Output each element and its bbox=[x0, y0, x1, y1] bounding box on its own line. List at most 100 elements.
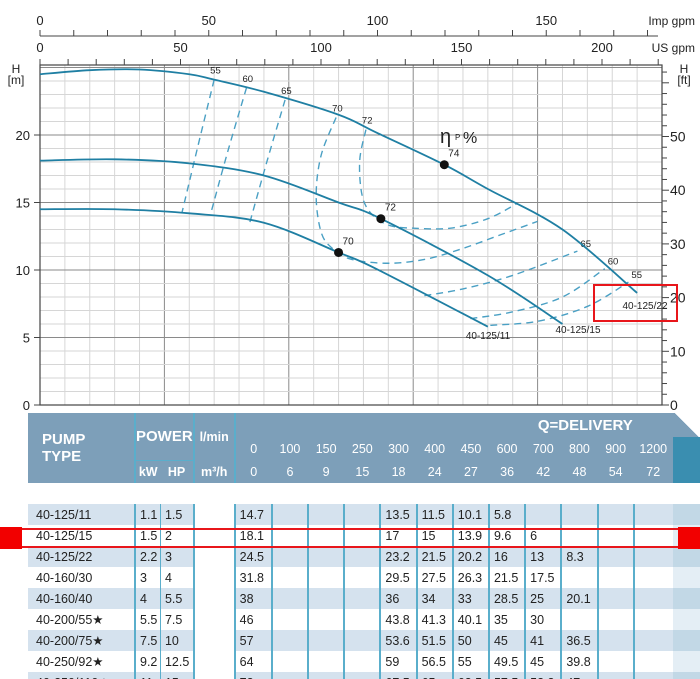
pump-type-cell: 40-250/92★ bbox=[36, 655, 104, 669]
us-gpm-tick-label: 150 bbox=[451, 40, 473, 55]
head-cell: 39.8 bbox=[560, 651, 598, 672]
hp-cell: 4 bbox=[159, 567, 194, 588]
power-header: POWER bbox=[134, 413, 194, 460]
head-cell bbox=[343, 546, 381, 567]
best-efficiency-point bbox=[376, 214, 386, 224]
head-cell bbox=[632, 651, 673, 672]
head-cell bbox=[270, 630, 309, 651]
pump-type-cell: 40-125/15 bbox=[36, 528, 93, 543]
lmin-cell bbox=[192, 630, 235, 651]
head-cell: 41 bbox=[524, 630, 562, 651]
head-cell: 16 bbox=[487, 546, 526, 567]
head-cell: 52.2 bbox=[524, 672, 562, 679]
best-efficiency-label: 74 bbox=[448, 149, 460, 160]
head-cell bbox=[343, 609, 381, 630]
head-cell: 72 bbox=[233, 672, 272, 679]
flow-lmin-header: 400 bbox=[416, 437, 453, 460]
head-cell: 57 bbox=[233, 630, 272, 651]
us-gpm-tick-label: 0 bbox=[36, 40, 43, 55]
kw-cell: 1.1 bbox=[133, 504, 161, 525]
imp-gpm-tick-label: 100 bbox=[367, 13, 389, 28]
hp-cell: 7.5 bbox=[159, 609, 194, 630]
left-tick-label: 10 bbox=[16, 263, 30, 278]
imp-gpm-tick-label: 150 bbox=[535, 13, 557, 28]
right-tick-label: 50 bbox=[670, 129, 686, 145]
head-cell bbox=[596, 546, 634, 567]
head-cell bbox=[343, 525, 381, 546]
head-cell bbox=[596, 651, 634, 672]
head-cell bbox=[270, 567, 309, 588]
kw-cell: 7.5 bbox=[133, 630, 161, 651]
header-tail bbox=[672, 437, 700, 460]
head-cell bbox=[596, 525, 634, 546]
kw-cell: 9.2 bbox=[133, 651, 161, 672]
head-cell bbox=[560, 609, 598, 630]
head-cell: 57.5 bbox=[487, 672, 526, 679]
head-cell bbox=[632, 567, 673, 588]
head-cell: 5.8 bbox=[487, 504, 526, 525]
flow-m3h-header: 15 bbox=[344, 460, 381, 483]
left-tick-label: 5 bbox=[23, 331, 30, 346]
head-cell: 49.5 bbox=[487, 651, 526, 672]
head-cell: 65 bbox=[415, 672, 453, 679]
head-cell: 21.5 bbox=[415, 546, 453, 567]
head-cell: 26.3 bbox=[451, 567, 489, 588]
imp-gpm-tick-label: 0 bbox=[36, 13, 43, 28]
efficiency-unit: % bbox=[463, 130, 477, 147]
hp-cell: 1.5 bbox=[159, 504, 194, 525]
efficiency-label: 60 bbox=[243, 74, 254, 85]
head-cell: 50 bbox=[451, 630, 489, 651]
efficiency-subscript: P bbox=[455, 133, 460, 142]
imp-gpm-tick-label: 50 bbox=[202, 13, 216, 28]
head-cell bbox=[560, 504, 598, 525]
row-tail bbox=[672, 609, 700, 630]
head-cell bbox=[270, 672, 309, 679]
pump-type-cell: 40-200/75★ bbox=[28, 630, 135, 651]
header-tail bbox=[672, 460, 700, 483]
head-cell: 25 bbox=[524, 588, 562, 609]
head-cell: 30 bbox=[524, 609, 562, 630]
head-cell bbox=[307, 546, 345, 567]
table-row: 40-200/55★ 5.5 7.5 46 43.8 41.3 40.1 35 30 bbox=[28, 609, 700, 630]
head-cell: 46 bbox=[233, 609, 272, 630]
kw-cell: 5.5 bbox=[133, 609, 161, 630]
pump-type-cell: 40-160/40 bbox=[28, 588, 135, 609]
kw-cell: 2.2 bbox=[133, 546, 161, 567]
row-tail bbox=[672, 567, 700, 588]
left-tick-label: 20 bbox=[16, 128, 30, 143]
head-cell bbox=[596, 630, 634, 651]
pump-type-cell: 40-125/22 bbox=[28, 546, 135, 567]
kw-cell: 3 bbox=[133, 567, 161, 588]
pump-curve-40-125/11 bbox=[39, 208, 489, 328]
head-cell: 28.5 bbox=[487, 588, 526, 609]
best-efficiency-point bbox=[334, 247, 344, 257]
table-row: 40-125/11 1.1 1.5 14.7 13.5 11.5 10.1 5.8 bbox=[28, 504, 700, 525]
lmin-header: l/min bbox=[192, 413, 235, 460]
head-cell: 14.7 bbox=[233, 504, 272, 525]
pump-type-cell: 40-250/110★ bbox=[28, 672, 135, 679]
row-tail bbox=[672, 651, 700, 672]
table-row: 40-200/75★ 7.5 10 57 53.6 51.5 50 45 41 36.5 bbox=[28, 630, 700, 651]
row-tail bbox=[672, 588, 700, 609]
left-tick-label: 15 bbox=[16, 196, 30, 211]
head-cell: 34 bbox=[415, 588, 453, 609]
left-axis-label: H bbox=[12, 62, 21, 76]
head-cell: 36 bbox=[379, 588, 417, 609]
pump-type-header: PUMP TYPE bbox=[28, 413, 135, 483]
table-row: 40-250/110★ 11 15 72 67.56563.557.552.247 bbox=[28, 672, 700, 679]
kw-cell: 4 bbox=[133, 588, 161, 609]
table-row: 40-250/92★ 9.2 12.5 64 59 56.5 55 49.5 45 39.8 bbox=[28, 651, 700, 672]
hp-header: HP bbox=[160, 459, 194, 483]
head-cell: 6 bbox=[524, 525, 562, 546]
head-cell bbox=[343, 651, 381, 672]
head-cell: 18.1 bbox=[233, 525, 272, 546]
head-cell: 15 bbox=[415, 525, 453, 546]
head-cell: 23.2 bbox=[379, 546, 417, 567]
pump-curve-40-125/22 bbox=[39, 68, 638, 294]
head-cell bbox=[270, 609, 309, 630]
head-cell bbox=[632, 609, 673, 630]
right-tick-label: 10 bbox=[670, 343, 686, 359]
efficiency-label: 60 bbox=[608, 257, 619, 268]
head-cell bbox=[632, 546, 673, 567]
hp-cell: 5.5 bbox=[159, 588, 194, 609]
